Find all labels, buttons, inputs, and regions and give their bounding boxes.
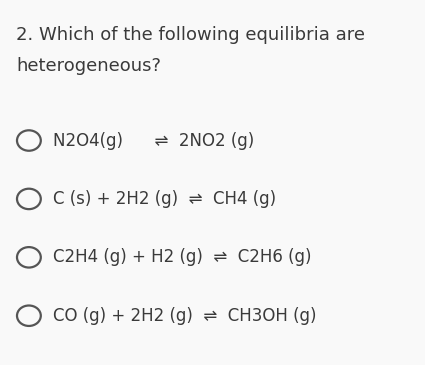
Text: CO (g) + 2H2 (g)  ⇌  CH3OH (g): CO (g) + 2H2 (g) ⇌ CH3OH (g) (53, 307, 317, 325)
Text: heterogeneous?: heterogeneous? (16, 57, 161, 74)
Text: N2O4(g)      ⇌  2NO2 (g): N2O4(g) ⇌ 2NO2 (g) (53, 131, 255, 150)
Text: C2H4 (g) + H2 (g)  ⇌  C2H6 (g): C2H4 (g) + H2 (g) ⇌ C2H6 (g) (53, 248, 312, 266)
Text: C (s) + 2H2 (g)  ⇌  CH4 (g): C (s) + 2H2 (g) ⇌ CH4 (g) (53, 190, 276, 208)
Text: 2. Which of the following equilibria are: 2. Which of the following equilibria are (16, 26, 365, 43)
